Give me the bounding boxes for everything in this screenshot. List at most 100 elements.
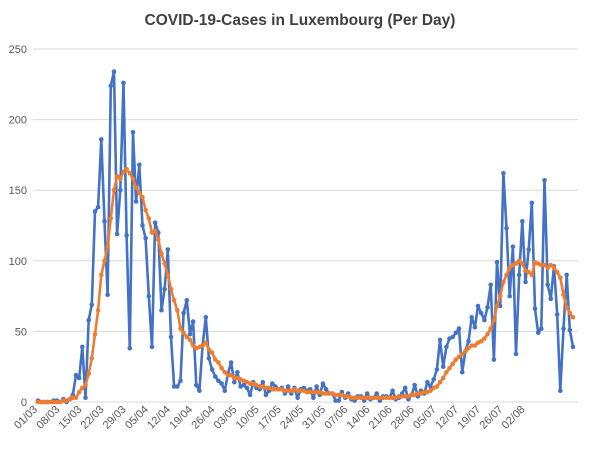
point-average (124, 166, 129, 172)
point-average (184, 334, 190, 340)
point-daily (516, 272, 522, 278)
point-average (152, 228, 158, 234)
point-daily (181, 310, 186, 316)
point-daily (561, 326, 566, 331)
point-average (368, 395, 373, 401)
point-daily (175, 384, 180, 389)
point-daily (548, 296, 554, 302)
point-daily (314, 384, 319, 389)
x-tick-label: 19/07 (455, 404, 483, 432)
point-daily (504, 226, 509, 231)
point-daily (137, 162, 142, 168)
point-average (456, 354, 462, 360)
point-average (396, 394, 402, 399)
point-average (216, 360, 221, 365)
point-daily (412, 382, 418, 388)
point-average (162, 261, 167, 266)
point-average (130, 176, 136, 182)
point-daily (80, 344, 85, 350)
point-average (472, 343, 478, 348)
x-tick-label: 08/03 (34, 404, 62, 432)
point-daily (478, 310, 484, 316)
point-average (516, 258, 522, 264)
point-daily (497, 303, 503, 309)
point-daily (146, 293, 152, 299)
point-daily (488, 282, 494, 288)
point-average (307, 389, 313, 395)
point-daily (194, 382, 199, 388)
point-average (171, 298, 177, 303)
point-daily (232, 379, 237, 385)
x-tick-label: 10/05 (234, 404, 262, 432)
point-average (83, 382, 88, 388)
y-tick-label: 250 (9, 44, 27, 56)
point-average (121, 169, 126, 175)
point-average (453, 357, 459, 362)
point-average (513, 261, 519, 266)
y-axis-ticks: 0 50 100 150 200 250 (9, 44, 27, 409)
point-average (526, 269, 531, 275)
point-daily (539, 326, 544, 331)
point-average (45, 399, 50, 405)
point-daily (102, 219, 107, 224)
point-daily (523, 279, 528, 285)
y-tick-label: 0 (21, 397, 27, 409)
point-average (156, 237, 161, 242)
point-daily (76, 375, 82, 381)
point-average (159, 251, 164, 256)
point-average (529, 272, 535, 278)
point-average (326, 391, 332, 396)
point-average (257, 384, 262, 389)
point-daily (92, 209, 98, 214)
point-daily (456, 326, 462, 331)
point-average (175, 307, 180, 313)
point-daily (206, 355, 212, 361)
point-daily (440, 364, 446, 370)
point-average (349, 395, 354, 401)
point-average (105, 244, 110, 249)
x-tick-label: 17/05 (256, 404, 284, 432)
point-daily (545, 282, 550, 288)
point-daily (216, 378, 221, 384)
point-average (434, 384, 440, 389)
point-daily (529, 200, 535, 206)
point-daily (184, 298, 190, 303)
point-daily (390, 388, 395, 394)
point-average (178, 326, 183, 331)
x-axis-ticks: 01/0308/0315/0322/0329/0305/0412/0419/04… (12, 404, 527, 432)
point-daily (244, 385, 250, 391)
point-daily (567, 327, 573, 333)
point-average (558, 275, 563, 281)
point-daily (513, 351, 519, 357)
point-daily (475, 303, 481, 309)
point-daily (469, 315, 475, 320)
x-tick-label: 26/07 (478, 404, 506, 432)
point-average (273, 387, 278, 392)
point-average (51, 399, 57, 405)
point-average (95, 307, 101, 313)
point-average (118, 176, 123, 182)
point-average (542, 262, 547, 268)
x-tick-label: 05/04 (123, 404, 151, 432)
point-daily (152, 220, 158, 225)
point-average (206, 347, 212, 353)
x-tick-label: 15/03 (56, 404, 84, 432)
gridlines (33, 48, 578, 403)
point-daily (431, 377, 437, 382)
point-daily (374, 391, 380, 396)
point-average (102, 258, 107, 264)
point-average (494, 303, 500, 309)
x-tick-label: 07/06 (322, 404, 350, 432)
point-daily (364, 391, 370, 396)
point-daily (466, 339, 471, 344)
x-tick-label: 24/05 (278, 404, 306, 432)
point-daily (295, 395, 300, 401)
point-average (146, 216, 152, 221)
x-tick-label: 12/07 (433, 404, 461, 432)
point-daily (444, 344, 449, 350)
point-daily (95, 204, 101, 210)
point-average (387, 395, 392, 401)
point-daily (133, 199, 139, 204)
